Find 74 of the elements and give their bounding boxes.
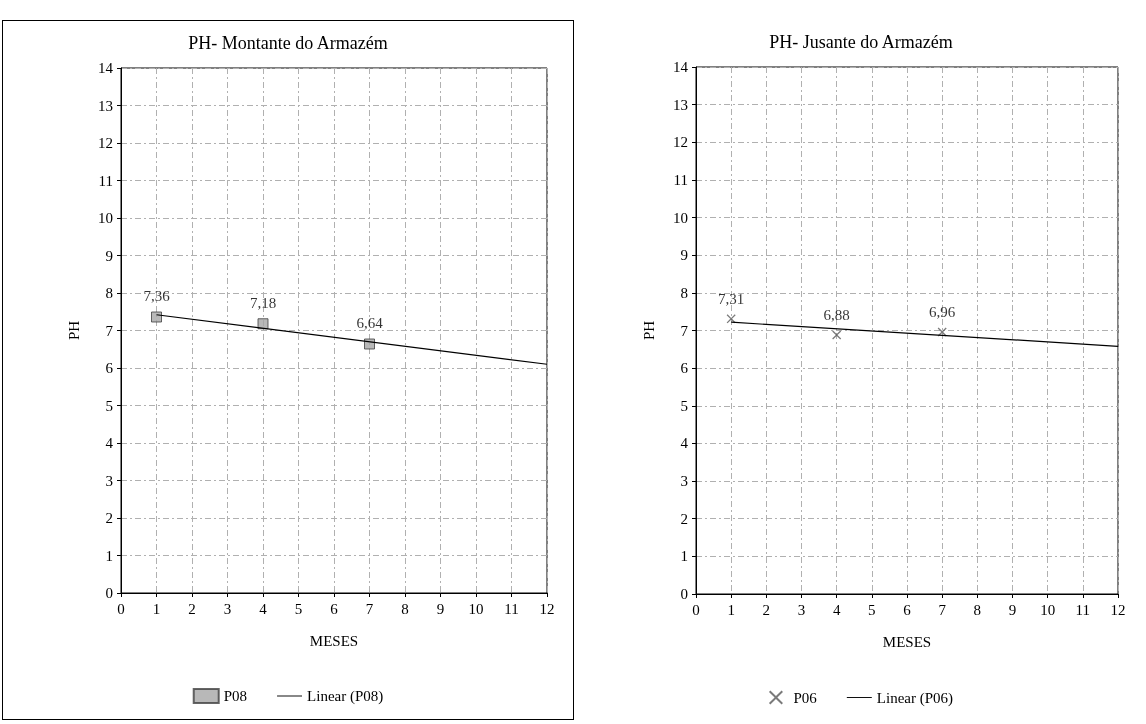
- y-tick-label: 1: [105, 547, 113, 564]
- y-tick-label: 13: [673, 96, 688, 113]
- x-tick-label: 4: [259, 600, 268, 617]
- y-tick-label: 9: [680, 247, 688, 264]
- x-tick-label: 12: [1110, 601, 1126, 618]
- data-label: 7,18: [249, 294, 277, 311]
- y-tick-label: 3: [680, 473, 688, 490]
- x-tick-label: 11: [504, 600, 519, 617]
- y-tick-label: 8: [680, 284, 688, 301]
- x-tick-label: 4: [832, 601, 841, 618]
- y-tick-label: 4: [680, 435, 689, 452]
- x-tick-label: 0: [692, 601, 700, 618]
- y-tick-label: 10: [98, 210, 113, 226]
- chart-title: PH- Montante do Armazém: [188, 33, 388, 53]
- y-tick-label: 6: [105, 360, 114, 376]
- x-axis-title: MESES: [309, 632, 359, 649]
- x-tick-label: 1: [152, 600, 161, 617]
- legend-label: P08: [223, 688, 248, 704]
- y-tick-label: 0: [680, 586, 688, 602]
- x-tick-label: 6: [903, 601, 912, 618]
- point: [151, 311, 162, 323]
- y-tick-label: 13: [98, 97, 113, 114]
- x-tick-label: 10: [468, 600, 484, 617]
- x-tick-label: 12: [539, 600, 555, 617]
- x-tick-label: 7: [365, 600, 374, 617]
- y-tick-label: 2: [105, 510, 113, 526]
- x-axis-title: MESES: [882, 633, 932, 650]
- y-tick-label: 3: [105, 472, 113, 489]
- data-label: 7,36: [143, 288, 171, 304]
- y-axis-title: PH: [65, 320, 82, 341]
- x-tick-label: 10: [1040, 601, 1056, 618]
- chart-title: PH- Jusante do Armazém: [769, 32, 953, 52]
- y-tick-label: 10: [673, 209, 688, 226]
- y-tick-label: 14: [98, 60, 114, 76]
- y-axis-title: PH: [640, 320, 657, 341]
- y-tick-label: 0: [105, 585, 113, 601]
- legend-label: Linear (P08): [307, 688, 384, 705]
- x-tick-label: 11: [1075, 601, 1091, 618]
- y-tick-label: 14: [673, 59, 689, 75]
- data-label: 7,31: [718, 290, 745, 307]
- y-tick-label: 4: [105, 435, 114, 451]
- y-tick-label: 5: [680, 397, 688, 414]
- y-tick-label: 11: [98, 172, 113, 189]
- legend-label: P06: [793, 689, 818, 706]
- x-tick-label: 9: [1008, 601, 1017, 618]
- x-tick-label: 3: [797, 601, 806, 618]
- x-tick-label: 1: [727, 601, 735, 618]
- y-tick-label: 11: [673, 171, 688, 188]
- x-tick-label: 7: [938, 601, 947, 618]
- x-tick-label: 3: [223, 600, 232, 617]
- y-tick-label: 7: [680, 322, 689, 339]
- y-tick-label: 9: [105, 247, 113, 264]
- data-label: 6,96: [929, 304, 956, 321]
- y-tick-label: 7: [105, 322, 114, 339]
- x-tick-label: 6: [330, 600, 339, 617]
- y-tick-label: 12: [98, 135, 113, 151]
- y-tick-label: 1: [680, 548, 688, 565]
- x-tick-label: 2: [762, 601, 771, 618]
- x-tick-label: 0: [117, 600, 125, 617]
- point: [832, 330, 842, 340]
- y-tick-label: 5: [105, 397, 113, 414]
- x-tick-label: 9: [436, 600, 445, 617]
- x-tick-label: 5: [868, 601, 876, 618]
- y-tick-label: 2: [680, 510, 688, 527]
- y-tick-label: 12: [673, 134, 688, 151]
- data-label: 6,64: [356, 315, 384, 331]
- data-label: 6,88: [823, 307, 850, 324]
- y-tick-label: 8: [105, 285, 113, 301]
- x-tick-label: 5: [294, 600, 303, 617]
- legend-label: Linear (P06): [876, 689, 954, 707]
- x-tick-label: 8: [973, 601, 982, 618]
- x-tick-label: 2: [188, 600, 196, 617]
- x-tick-label: 8: [401, 600, 409, 617]
- y-tick-label: 6: [680, 360, 689, 377]
